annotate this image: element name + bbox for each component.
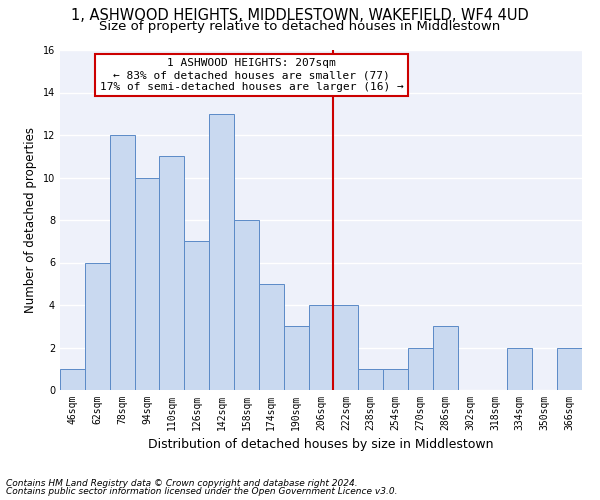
Bar — [110, 135, 134, 390]
Text: Size of property relative to detached houses in Middlestown: Size of property relative to detached ho… — [100, 20, 500, 33]
Text: Contains HM Land Registry data © Crown copyright and database right 2024.: Contains HM Land Registry data © Crown c… — [6, 478, 358, 488]
Bar — [383, 369, 408, 390]
Bar — [209, 114, 234, 390]
Bar — [433, 326, 458, 390]
Text: 1, ASHWOOD HEIGHTS, MIDDLESTOWN, WAKEFIELD, WF4 4UD: 1, ASHWOOD HEIGHTS, MIDDLESTOWN, WAKEFIE… — [71, 8, 529, 22]
Bar — [358, 369, 383, 390]
Bar — [557, 348, 582, 390]
X-axis label: Distribution of detached houses by size in Middlestown: Distribution of detached houses by size … — [148, 438, 494, 452]
Bar — [259, 284, 284, 390]
Bar — [184, 242, 209, 390]
Bar — [160, 156, 184, 390]
Bar — [284, 326, 308, 390]
Bar — [234, 220, 259, 390]
Bar — [408, 348, 433, 390]
Text: 1 ASHWOOD HEIGHTS: 207sqm
← 83% of detached houses are smaller (77)
17% of semi-: 1 ASHWOOD HEIGHTS: 207sqm ← 83% of detac… — [100, 58, 403, 92]
Bar — [134, 178, 160, 390]
Bar — [308, 305, 334, 390]
Bar — [508, 348, 532, 390]
Y-axis label: Number of detached properties: Number of detached properties — [24, 127, 37, 313]
Text: Contains public sector information licensed under the Open Government Licence v3: Contains public sector information licen… — [6, 487, 398, 496]
Bar — [85, 262, 110, 390]
Bar — [334, 305, 358, 390]
Bar — [60, 369, 85, 390]
